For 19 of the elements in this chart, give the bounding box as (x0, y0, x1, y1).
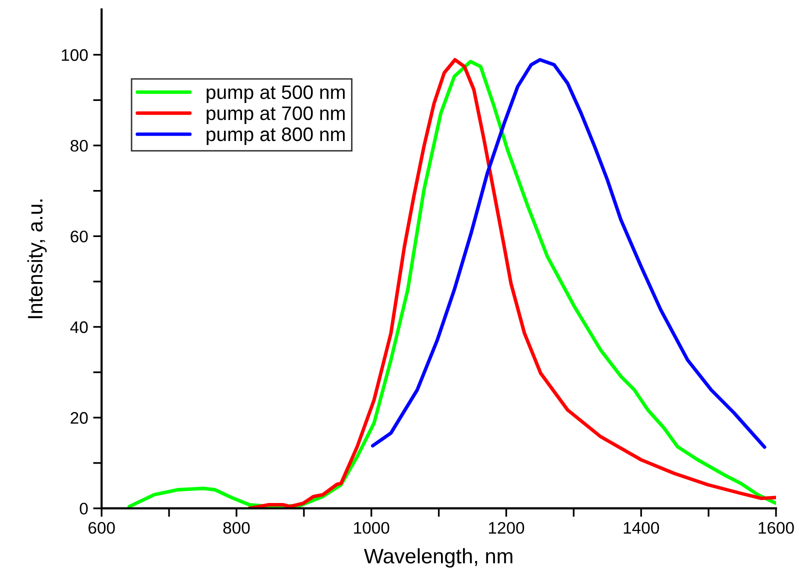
x-tick-label: 1400 (624, 522, 660, 534)
y-tick-label: 0 (80, 502, 88, 515)
x-tick-label: 800 (223, 522, 250, 534)
y-tick-label: 100 (62, 49, 88, 61)
legend-label: pump at 700 nm (206, 106, 345, 124)
x-tick-label: 1000 (354, 522, 390, 534)
line-series (128, 60, 776, 508)
line-series (370, 58, 766, 449)
y-axis-title: Intensity, a.u. (27, 200, 47, 318)
legend-label: pump at 800 nm (206, 127, 345, 146)
y-tick-label: 80 (70, 140, 88, 152)
x-tick-label: 1600 (758, 522, 794, 534)
x-tick-label: 600 (88, 522, 115, 534)
y-tick-label: 20 (70, 412, 88, 424)
y-tick-label: 60 (70, 230, 88, 242)
x-tick-label: 1200 (488, 522, 524, 534)
legend-label: pump at 500 nm (206, 85, 345, 103)
x-axis-title: Wavelength, nm (364, 548, 512, 568)
y-tick-label: 40 (70, 321, 88, 334)
